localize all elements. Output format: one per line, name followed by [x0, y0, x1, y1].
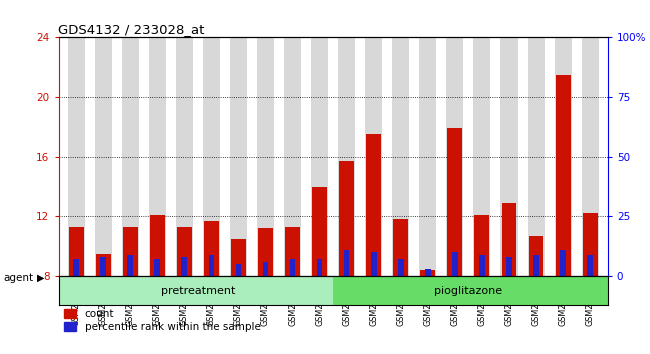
Bar	[333, 276, 608, 305]
Bar	[502, 203, 517, 276]
Bar	[123, 227, 138, 276]
Bar	[588, 255, 593, 276]
Bar	[506, 257, 512, 276]
Bar	[366, 134, 381, 276]
Bar	[58, 276, 333, 305]
Bar	[235, 264, 241, 276]
Text: GDS4132 / 233028_at: GDS4132 / 233028_at	[58, 23, 205, 36]
Bar	[96, 254, 111, 276]
Bar	[447, 37, 463, 276]
Bar	[100, 257, 106, 276]
Bar	[209, 255, 214, 276]
Bar	[311, 37, 328, 276]
Bar	[263, 262, 268, 276]
Bar	[398, 259, 404, 276]
Bar	[425, 269, 431, 276]
Bar	[528, 236, 543, 276]
Bar	[560, 250, 566, 276]
Bar	[338, 37, 355, 276]
Bar	[500, 37, 517, 276]
Bar	[73, 259, 79, 276]
Bar	[392, 37, 410, 276]
Bar	[419, 37, 436, 276]
Text: agent: agent	[3, 273, 33, 283]
Bar	[447, 128, 462, 276]
Bar	[528, 37, 545, 276]
Text: ▶: ▶	[37, 273, 45, 283]
Bar	[479, 255, 485, 276]
Bar	[155, 259, 160, 276]
Bar	[582, 213, 597, 276]
Text: pretreatment: pretreatment	[161, 286, 235, 296]
Bar	[393, 219, 408, 276]
Bar	[230, 37, 247, 276]
Bar	[582, 37, 599, 276]
Bar	[68, 37, 84, 276]
Bar	[473, 37, 491, 276]
Bar	[339, 161, 354, 276]
Bar	[257, 37, 274, 276]
Bar	[284, 37, 301, 276]
Bar	[421, 270, 436, 276]
Bar	[365, 37, 382, 276]
Bar	[203, 37, 220, 276]
Bar	[312, 187, 327, 276]
Bar	[149, 37, 166, 276]
Legend: count, percentile rank within the sample: count, percentile rank within the sample	[64, 309, 261, 332]
Bar	[258, 228, 273, 276]
Bar	[533, 255, 539, 276]
Bar	[204, 221, 219, 276]
Bar	[556, 74, 571, 276]
Bar	[69, 227, 84, 276]
Bar	[371, 252, 376, 276]
Bar	[177, 227, 192, 276]
Bar	[231, 239, 246, 276]
Bar	[176, 37, 193, 276]
Bar	[285, 227, 300, 276]
Bar	[181, 257, 187, 276]
Bar	[290, 259, 295, 276]
Bar	[95, 37, 112, 276]
Bar	[127, 255, 133, 276]
Bar	[474, 215, 489, 276]
Bar	[317, 259, 322, 276]
Bar	[452, 252, 458, 276]
Bar	[150, 215, 164, 276]
Bar	[554, 37, 571, 276]
Bar	[344, 250, 350, 276]
Bar	[122, 37, 138, 276]
Text: pioglitazone: pioglitazone	[434, 286, 502, 296]
